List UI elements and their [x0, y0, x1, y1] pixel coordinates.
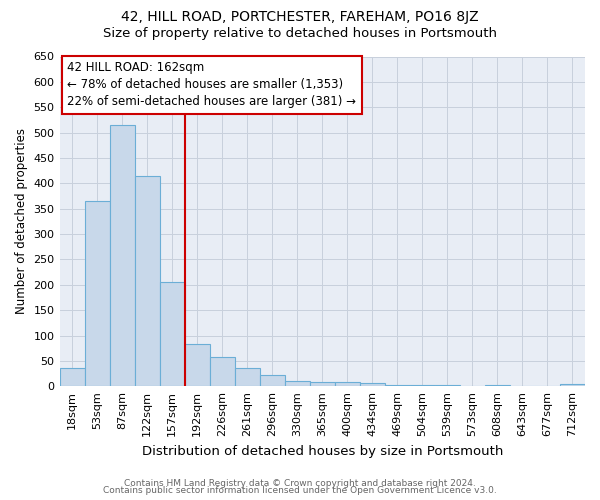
Bar — [335, 382, 360, 386]
Bar — [285, 380, 310, 386]
Text: Contains public sector information licensed under the Open Government Licence v3: Contains public sector information licen… — [103, 486, 497, 495]
Bar — [160, 282, 185, 387]
Text: Size of property relative to detached houses in Portsmouth: Size of property relative to detached ho… — [103, 28, 497, 40]
Text: 42, HILL ROAD, PORTCHESTER, FAREHAM, PO16 8JZ: 42, HILL ROAD, PORTCHESTER, FAREHAM, PO1… — [121, 10, 479, 24]
Text: Contains HM Land Registry data © Crown copyright and database right 2024.: Contains HM Land Registry data © Crown c… — [124, 478, 476, 488]
Bar — [110, 125, 134, 386]
Bar — [59, 368, 85, 386]
Y-axis label: Number of detached properties: Number of detached properties — [15, 128, 28, 314]
Bar — [185, 344, 209, 386]
Bar — [134, 176, 160, 386]
Bar — [260, 374, 285, 386]
Bar — [235, 368, 260, 386]
Bar — [385, 385, 410, 386]
Text: 42 HILL ROAD: 162sqm
← 78% of detached houses are smaller (1,353)
22% of semi-de: 42 HILL ROAD: 162sqm ← 78% of detached h… — [67, 62, 356, 108]
Bar — [85, 201, 110, 386]
Bar — [560, 384, 585, 386]
Bar — [310, 382, 335, 386]
Bar — [209, 358, 235, 386]
X-axis label: Distribution of detached houses by size in Portsmouth: Distribution of detached houses by size … — [142, 444, 503, 458]
Bar — [360, 383, 385, 386]
